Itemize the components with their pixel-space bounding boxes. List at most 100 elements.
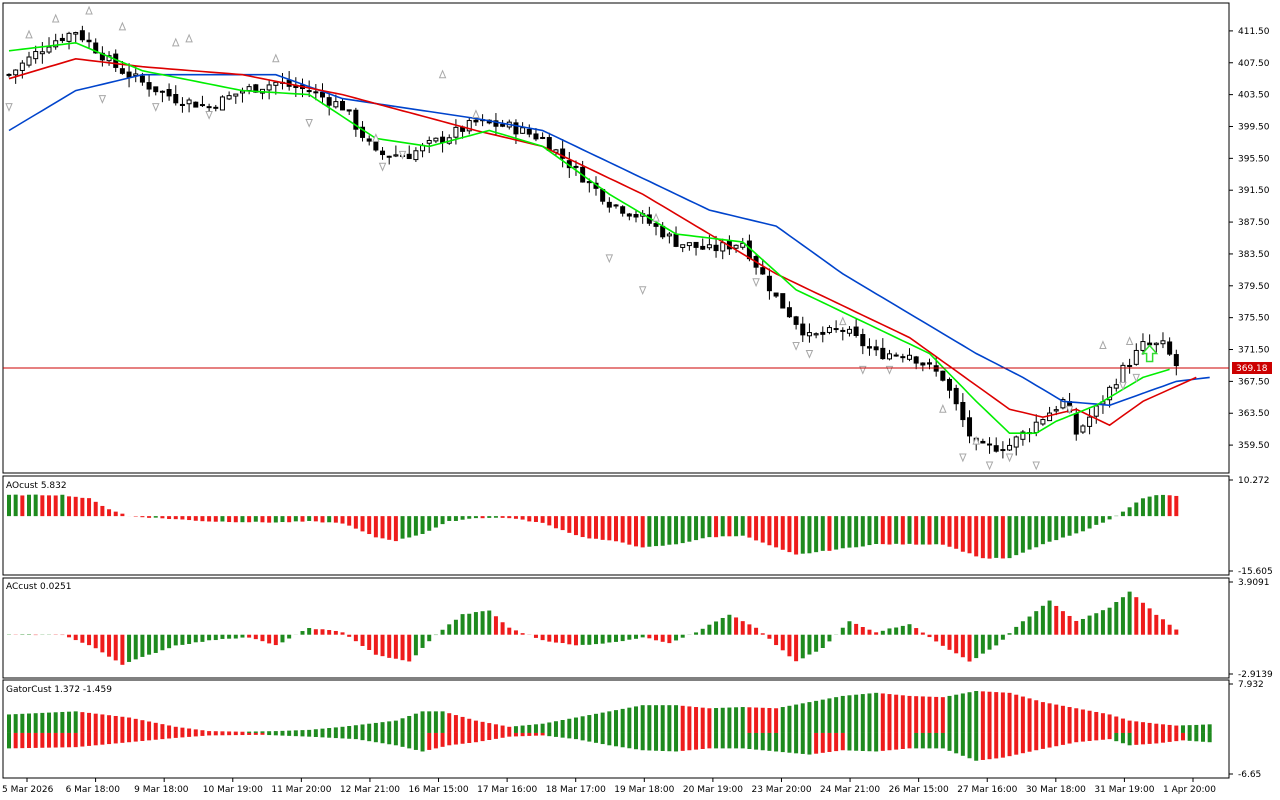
time-tick-label: 17 Mar 16:00 [477, 785, 537, 795]
bear-candle [786, 307, 792, 318]
bear-candle [760, 267, 766, 275]
pane-frame-gator [2, 679, 1230, 779]
bull-candle [226, 95, 232, 100]
bear-candle [967, 417, 973, 437]
bull-candle [219, 96, 225, 111]
ao-pane[interactable] [7, 494, 1179, 559]
bull-candle [186, 99, 192, 105]
indicator-tick-label: 3.9091 [1238, 578, 1270, 588]
bear-candle [153, 86, 159, 93]
bear-candle [173, 94, 179, 104]
time-tick-label: 26 Mar 15:00 [889, 785, 949, 795]
bear-candle [86, 39, 92, 43]
bull-candle [1093, 405, 1099, 417]
bear-candle [773, 292, 779, 297]
time-tick-label: 27 Mar 16:00 [957, 785, 1017, 795]
bear-candle [893, 354, 899, 357]
bear-candle [833, 328, 839, 331]
fractal-down-marker [378, 162, 387, 172]
buy-signal-arrow [1140, 344, 1159, 363]
bear-candle [373, 140, 379, 151]
bear-candle [853, 326, 859, 336]
price-tick-label: 359.50 [1238, 441, 1270, 451]
pane-frame-ac [2, 577, 1230, 679]
bear-candle [993, 445, 999, 452]
bear-candle [313, 91, 319, 94]
bull-candle [813, 333, 819, 336]
time-tick-label: 30 Mar 18:00 [1026, 785, 1086, 795]
gator-pane[interactable] [7, 690, 1212, 761]
bull-candle [573, 165, 579, 168]
bull-candle [520, 127, 526, 134]
bear-candle [366, 138, 372, 142]
bull-candle [206, 106, 212, 109]
price-tick-label: 371.50 [1238, 346, 1270, 356]
time-tick-label: 20 Mar 19:00 [683, 785, 743, 795]
price-tick-label: 411.50 [1238, 27, 1270, 37]
fractal-down-marker [752, 278, 760, 288]
bull-candle [53, 40, 59, 48]
bear-candle [1000, 449, 1006, 452]
bear-candle [940, 370, 946, 381]
bull-candle [333, 101, 339, 108]
bear-candle [653, 223, 659, 227]
bull-candle [1047, 412, 1053, 422]
time-tick-label: 1 Apr 20:00 [1163, 785, 1216, 795]
time-tick-label: 24 Mar 21:00 [820, 785, 880, 795]
fractal-down-marker [1005, 453, 1014, 463]
time-tick-label: 12 Mar 21:00 [340, 785, 400, 795]
bear-candle [6, 73, 12, 76]
bear-candle [820, 331, 826, 335]
bear-candle [493, 120, 499, 127]
main-price-pane[interactable] [3, 5, 1229, 471]
bear-candle [560, 148, 566, 159]
bull-candle [1007, 444, 1013, 451]
fractal-down-marker [1132, 373, 1141, 383]
bear-candle [526, 128, 532, 135]
bear-candle [406, 153, 412, 160]
time-tick-label: 10 Mar 19:00 [203, 785, 263, 795]
fractal-down-marker [985, 461, 994, 471]
bear-candle [473, 119, 479, 123]
bull-candle [1087, 416, 1093, 427]
price-tick-label: 379.50 [1238, 282, 1270, 292]
bear-candle [700, 245, 706, 250]
bear-candle [533, 133, 539, 140]
bear-candle [360, 126, 366, 138]
alligator-jaw-line [8, 73, 1210, 407]
bear-candle [1167, 341, 1173, 355]
bull-candle [453, 126, 459, 138]
price-tick-label: 395.50 [1238, 154, 1270, 164]
fractal-up-marker [972, 435, 980, 445]
bull-candle [540, 136, 546, 139]
indicator-tick-label: -15.605 [1238, 567, 1273, 577]
fractal-up-marker [1099, 340, 1107, 350]
fractal-down-marker [98, 95, 107, 104]
bear-candle [987, 443, 993, 446]
fractal-up-marker [438, 69, 447, 79]
bull-candle [199, 104, 205, 107]
indicator-tick-label: -6.65 [1238, 770, 1261, 780]
bull-candle [846, 328, 852, 334]
bull-candle [1107, 386, 1113, 401]
time-tick-label: 16 Mar 15:00 [409, 785, 469, 795]
bear-candle [920, 362, 926, 366]
price-tick-label: 363.50 [1238, 409, 1270, 419]
bull-candle [393, 154, 399, 157]
gator-indicator-label: GatorCust 1.372 -1.459 [6, 685, 112, 695]
time-tick-label: 6 Mar 18:00 [66, 785, 121, 795]
bull-candle [1153, 342, 1159, 346]
bear-candle [873, 346, 879, 351]
ac-pane[interactable] [7, 591, 1179, 665]
bear-candle [146, 82, 152, 90]
alligator-teeth-line [8, 57, 1197, 427]
time-tick-label: 5 Mar 2026 [2, 785, 54, 795]
bull-candle [1060, 399, 1066, 409]
bear-candle [193, 101, 199, 108]
bear-candle [119, 68, 125, 74]
fractal-down-marker [638, 286, 647, 296]
bear-candle [900, 356, 906, 359]
bear-candle [880, 347, 886, 360]
bear-candle [913, 356, 919, 364]
